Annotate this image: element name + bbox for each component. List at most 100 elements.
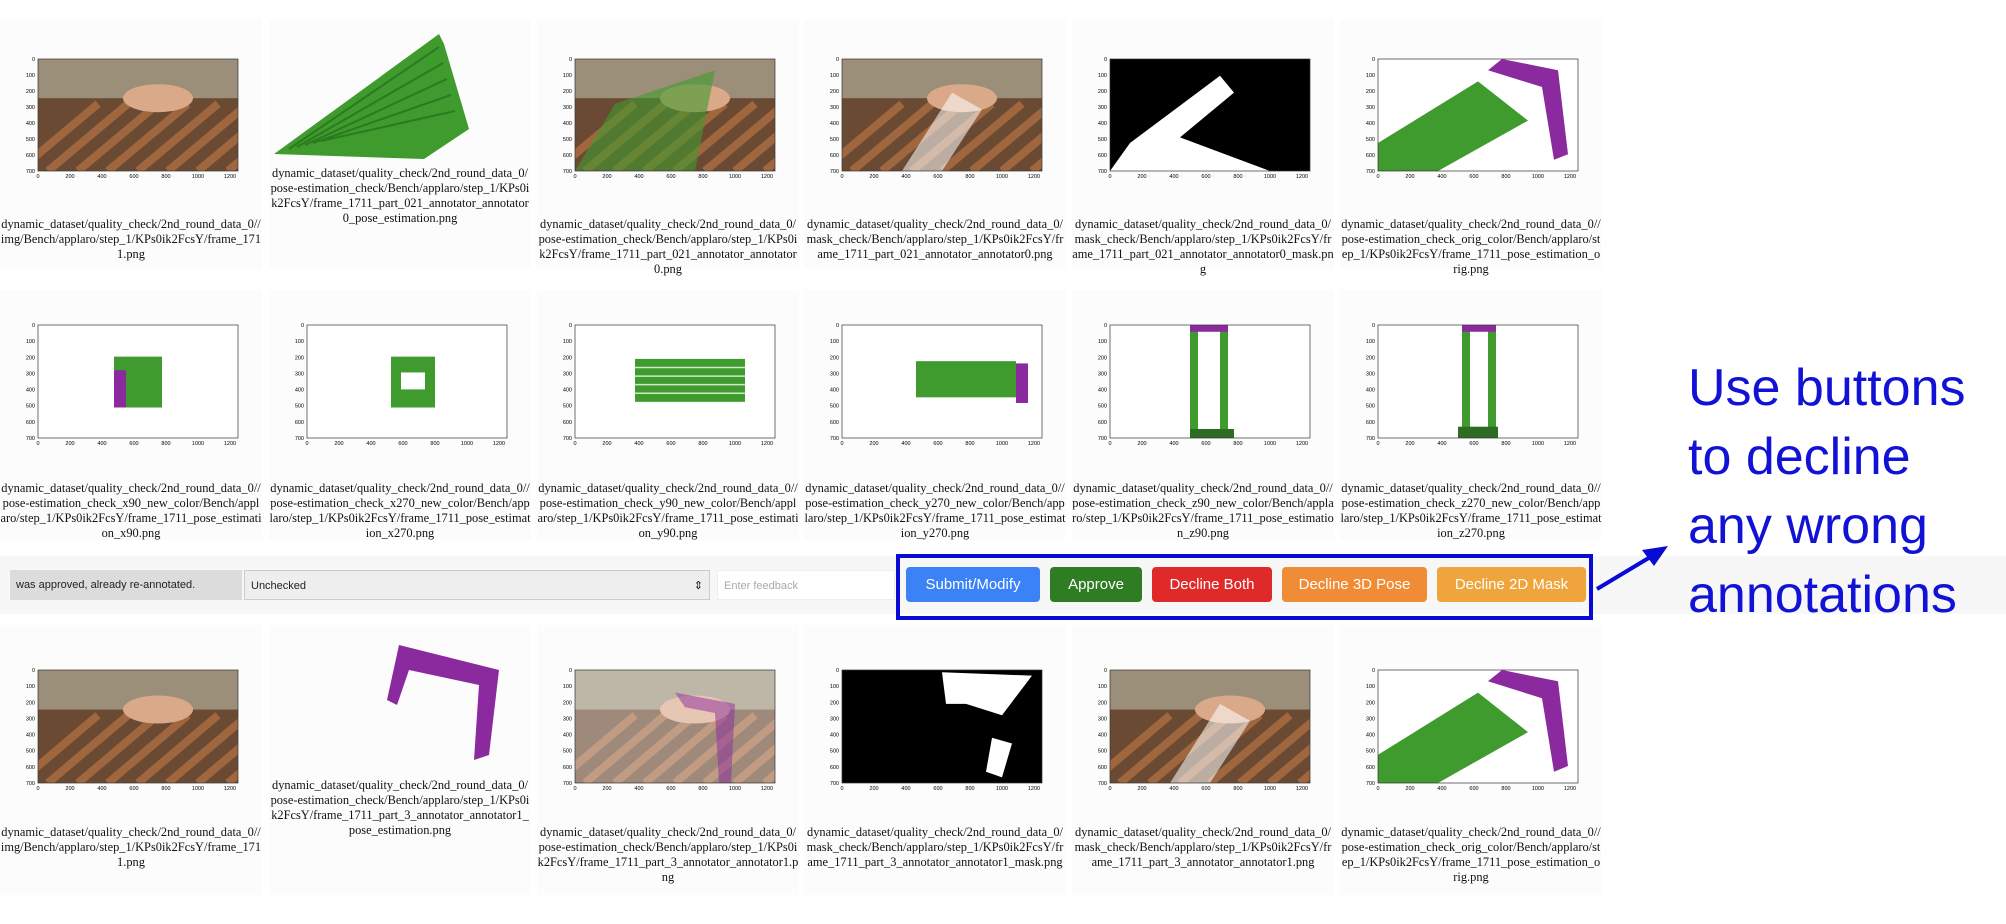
y-tick-label: 700	[26, 436, 35, 442]
plot-image	[38, 59, 238, 171]
x-tick-label: 1000	[729, 441, 741, 447]
y-tick-label: 600	[295, 420, 304, 426]
x-tick-label: 1200	[1028, 786, 1040, 792]
x-tick-label: 0	[36, 174, 39, 180]
action-button[interactable]: Approve	[1050, 567, 1142, 602]
x-tick-label: 1200	[1296, 441, 1308, 447]
y-tick-label: 0	[836, 57, 839, 63]
back	[1488, 670, 1568, 772]
image-caption: dynamic_dataset/quality_check/2nd_round_…	[806, 825, 1064, 869]
y-tick-label: 500	[830, 137, 839, 143]
y-tick-label: 600	[563, 765, 572, 771]
y-tick-label: 700	[295, 436, 304, 442]
x-tick-label: 0	[1108, 786, 1111, 792]
image-caption: dynamic_dataset/quality_check/2nd_round_…	[1341, 217, 1601, 276]
feedback-input[interactable]: Enter feedback	[717, 570, 895, 600]
x-tick-label: 800	[698, 786, 707, 792]
status-select[interactable]: Unchecked ⇕	[244, 570, 710, 600]
image-caption: dynamic_dataset/quality_check/2nd_round_…	[1340, 481, 1602, 540]
y-tick-label: 100	[1098, 339, 1107, 345]
plank	[732, 743, 775, 783]
action-button[interactable]: Decline Both	[1152, 567, 1272, 602]
x-tick-label: 800	[965, 786, 974, 792]
y-tick-label: 100	[1366, 684, 1375, 690]
x-tick-label: 1200	[761, 786, 773, 792]
slat	[312, 94, 452, 144]
x-tick-label: 200	[1405, 174, 1414, 180]
x-tick-label: 600	[1469, 441, 1478, 447]
tile-image: 0 200 400 600 800 1000 1200 0 100 200 300 400 500 600…	[563, 323, 776, 447]
highlight-box	[896, 554, 1593, 620]
plot-frame	[1377, 58, 1579, 172]
tile-image	[274, 34, 469, 159]
y-tick-label: 200	[830, 89, 839, 95]
x-tick-label: 0	[573, 786, 576, 792]
status-label: was approved, already re-annotated.	[10, 570, 242, 600]
part	[1190, 325, 1228, 332]
x-tick-label: 600	[933, 786, 942, 792]
tile-image: 0 200 400 600 800 1000 1200 0 100 200 300 400 500 600…	[830, 668, 1043, 792]
y-tick-label: 0	[569, 57, 572, 63]
x-tick-label: 200	[1405, 786, 1414, 792]
x-tick-label: 1200	[761, 441, 773, 447]
plot: 0 200 400 600 800 1000 1200 0 100 200 300 400 500 600…	[295, 323, 508, 447]
y-tick-label: 700	[1366, 436, 1375, 442]
tile-image: 0 200 400 600 800 1000 1200 0 100 200 300 400 500 600…	[830, 323, 1043, 447]
plot: 0 200 400 600 800 1000 1200 0 100 200 300 400 500 600…	[1366, 57, 1579, 180]
x-tick-label: 0	[573, 441, 576, 447]
plank	[45, 712, 131, 783]
x-tick-label: 1200	[761, 174, 773, 180]
mask-white	[942, 672, 1032, 716]
y-tick-label: 400	[830, 121, 839, 127]
plank	[1110, 712, 1173, 772]
image-tile: 0 200 400 600 800 1000 1200 0 100 200 300 400 500 600…	[269, 290, 531, 540]
plot-frame	[841, 324, 1043, 439]
part	[1458, 426, 1498, 438]
y-tick-label: 0	[32, 323, 35, 329]
y-tick-label: 400	[26, 388, 35, 394]
y-tick-label: 500	[563, 404, 572, 410]
plot: 0 200 400 600 800 1000 1200 0 100 200 300 400 500 600…	[26, 57, 239, 180]
plank	[575, 712, 638, 772]
y-tick-label: 0	[836, 668, 839, 674]
mask-overlay	[902, 92, 982, 171]
select-arrow: ⇕	[693, 580, 703, 592]
y-tick-label: 500	[1098, 749, 1107, 755]
plank	[135, 100, 221, 171]
image-caption: dynamic_dataset/quality_check/2nd_round_…	[270, 166, 530, 225]
action-button[interactable]: Decline 3D Pose	[1282, 567, 1427, 602]
x-tick-label: 200	[1137, 441, 1146, 447]
plot: 0 200 400 600 800 1000 1200 0 100 200 300 400 500 600…	[563, 57, 776, 180]
x-tick-label: 0	[1108, 174, 1111, 180]
mask-white	[1110, 75, 1270, 171]
x-tick-label: 400	[634, 786, 643, 792]
plot-image	[1378, 59, 1568, 171]
x-tick-label: 200	[65, 786, 74, 792]
action-button[interactable]: Decline 2D Mask	[1437, 567, 1586, 602]
x-tick-label: 600	[666, 786, 675, 792]
y-tick-label: 400	[830, 733, 839, 739]
x-tick-label: 1000	[192, 174, 204, 180]
x-tick-label: 600	[933, 174, 942, 180]
y-tick-label: 200	[26, 355, 35, 361]
y-tick-label: 100	[1098, 73, 1107, 79]
action-button[interactable]: Submit/Modify	[906, 567, 1040, 602]
y-tick-label: 200	[26, 89, 35, 95]
plank	[1267, 743, 1310, 783]
y-tick-label: 200	[1366, 700, 1375, 706]
select-value: Unchecked	[251, 580, 307, 592]
y-tick-label: 500	[563, 749, 572, 755]
x-tick-label: 800	[1233, 441, 1242, 447]
x-tick-label: 1200	[493, 441, 505, 447]
image-caption: dynamic_dataset/quality_check/2nd_round_…	[537, 825, 799, 884]
y-tick-label: 700	[1098, 436, 1107, 442]
plot: 0 200 400 600 800 1000 1200 0 100 200 300 400 500 600…	[1098, 668, 1311, 792]
y-tick-label: 600	[830, 153, 839, 159]
y-tick-label: 600	[1098, 420, 1107, 426]
plot-frame	[1109, 58, 1311, 172]
y-tick-label: 200	[1098, 355, 1107, 361]
plot-image	[1110, 670, 1310, 783]
y-tick-label: 300	[1098, 716, 1107, 722]
x-tick-label: 1000	[1264, 441, 1276, 447]
